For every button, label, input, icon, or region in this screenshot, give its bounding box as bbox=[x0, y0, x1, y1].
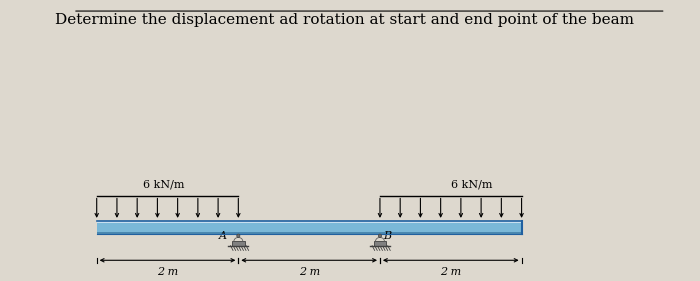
Text: 2 m: 2 m bbox=[299, 268, 320, 277]
Text: 2 m: 2 m bbox=[157, 268, 178, 277]
Bar bbox=[374, 241, 386, 246]
Text: 6 kN/m: 6 kN/m bbox=[144, 179, 185, 189]
Circle shape bbox=[379, 234, 382, 237]
Circle shape bbox=[237, 234, 240, 237]
Bar bbox=[97, 221, 522, 223]
Bar bbox=[97, 223, 522, 232]
Bar bbox=[232, 241, 245, 246]
Bar bbox=[97, 232, 522, 234]
Text: B: B bbox=[383, 231, 391, 241]
Text: Determine the displacement ad rotation at start and end point of the beam: Determine the displacement ad rotation a… bbox=[55, 13, 634, 27]
Text: 6 kN/m: 6 kN/m bbox=[452, 179, 493, 189]
Text: 2 m: 2 m bbox=[440, 268, 461, 277]
Text: A: A bbox=[219, 231, 227, 241]
